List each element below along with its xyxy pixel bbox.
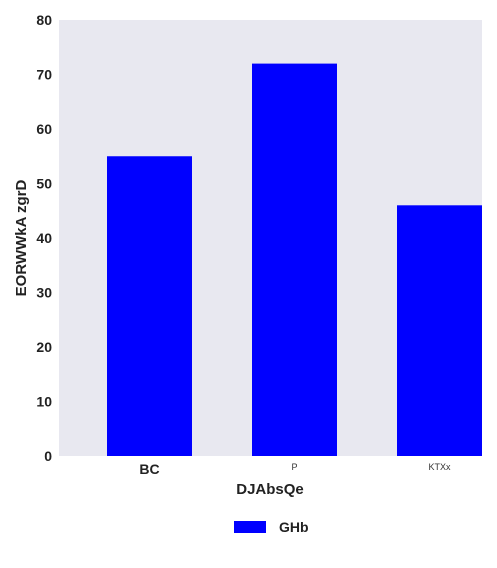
y-tick-label: 50	[36, 176, 52, 192]
y-tick-label: 30	[36, 285, 52, 301]
bar-ktxx	[397, 205, 482, 456]
x-tick-label: BC	[139, 461, 159, 477]
bar-p	[252, 63, 337, 456]
x-tick-label: KTXx	[428, 462, 451, 472]
legend: GHb	[234, 519, 309, 535]
y-tick-label: 70	[36, 67, 52, 83]
legend-swatch	[234, 521, 266, 533]
y-tick-label: 10	[36, 394, 52, 410]
legend-label: GHb	[279, 519, 309, 535]
x-axis-title: DJAbsQe	[236, 481, 304, 498]
y-axis-title: EORWWkA zgrD	[13, 180, 30, 297]
y-tick-label: 80	[36, 12, 52, 28]
y-tick-label: 60	[36, 121, 52, 137]
y-tick-label: 40	[36, 230, 52, 246]
x-tick-label: P	[291, 462, 297, 472]
bar-bc	[107, 156, 192, 456]
y-tick-label: 20	[36, 339, 52, 355]
y-tick-label: 0	[44, 448, 52, 464]
